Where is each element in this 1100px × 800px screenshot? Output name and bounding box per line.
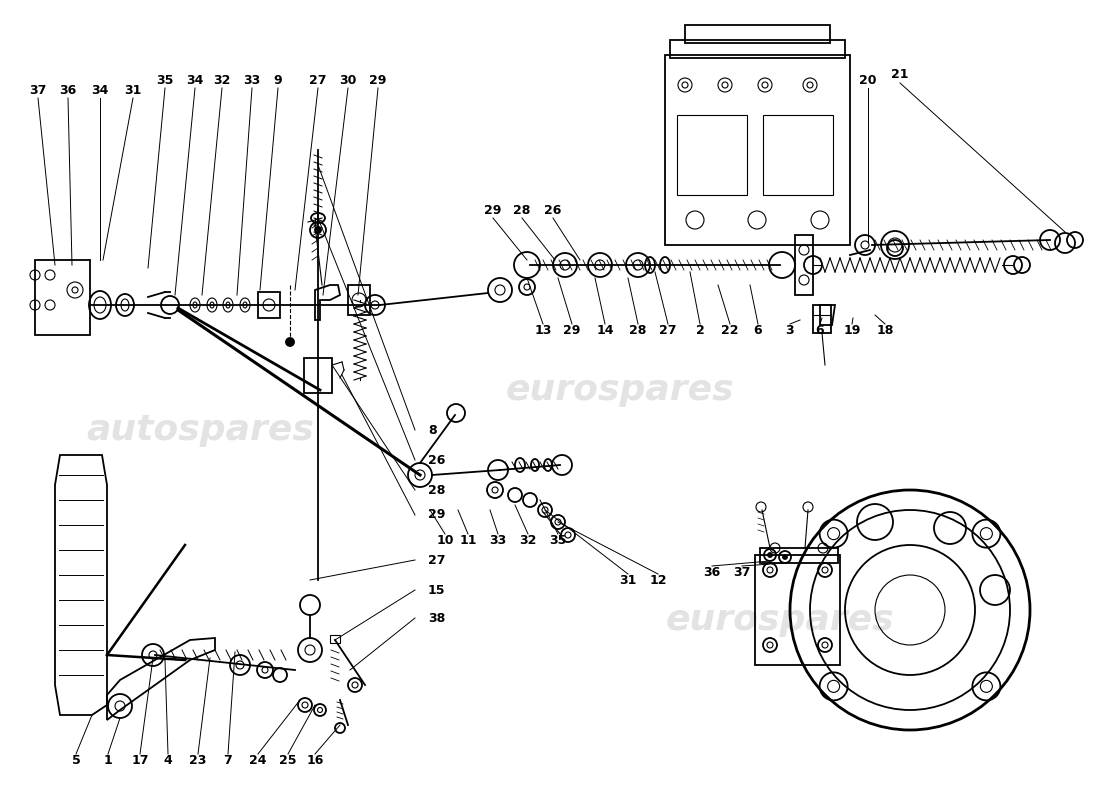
Text: 28: 28 [629,323,647,337]
Text: 8: 8 [428,423,437,437]
Bar [760,548,838,563]
Text: autospares: autospares [86,413,313,447]
Bar [258,292,280,318]
Circle shape [783,555,786,559]
Text: 31: 31 [124,83,142,97]
Bar [676,115,747,195]
Bar [670,40,845,58]
Text: 37: 37 [30,83,46,97]
Text: 5: 5 [72,754,80,766]
Text: 1: 1 [103,754,112,766]
Circle shape [768,553,772,557]
Text: 29: 29 [370,74,387,86]
Bar [795,235,813,295]
Text: 31: 31 [619,574,637,586]
Text: 20: 20 [859,74,877,86]
Text: 34: 34 [186,74,204,86]
Text: 9: 9 [274,74,283,86]
Text: 32: 32 [519,534,537,546]
Text: 33: 33 [243,74,261,86]
Text: 36: 36 [59,83,77,97]
Text: 37: 37 [734,566,750,578]
Text: eurospares: eurospares [506,373,735,407]
Text: 10: 10 [437,534,453,546]
Text: 12: 12 [649,574,667,586]
Text: 6: 6 [754,323,762,337]
Text: 4: 4 [164,754,173,766]
Text: 15: 15 [428,583,446,597]
Text: 36: 36 [703,566,720,578]
Text: 29: 29 [428,509,446,522]
Bar [813,305,830,333]
Bar [330,635,340,643]
Bar [763,115,833,195]
Text: eurospares: eurospares [666,603,894,637]
Text: 16: 16 [306,754,323,766]
Text: 13: 13 [535,323,552,337]
Text: 14: 14 [596,323,614,337]
Text: 28: 28 [514,203,530,217]
Text: 24: 24 [250,754,266,766]
Circle shape [286,338,294,346]
Text: 18: 18 [877,323,893,337]
Text: 27: 27 [309,74,327,86]
Bar [755,555,840,665]
Text: 34: 34 [91,83,109,97]
Text: 26: 26 [544,203,562,217]
Text: 29: 29 [563,323,581,337]
Bar [304,358,332,393]
Text: 22: 22 [722,323,739,337]
Text: 2: 2 [695,323,704,337]
Text: 27: 27 [428,554,446,566]
Text: 33: 33 [490,534,507,546]
Text: 17: 17 [131,754,149,766]
Text: 7: 7 [223,754,232,766]
Text: 35: 35 [156,74,174,86]
Text: 21: 21 [891,69,909,82]
Text: 27: 27 [659,323,676,337]
Bar [685,25,830,43]
Text: 23: 23 [189,754,207,766]
Circle shape [315,227,321,233]
Text: 3: 3 [785,323,794,337]
Text: 26: 26 [428,454,446,466]
Text: 30: 30 [339,74,356,86]
Text: 28: 28 [428,483,446,497]
Text: 19: 19 [844,323,860,337]
Bar [348,285,370,315]
Bar [35,260,90,335]
Text: 25: 25 [279,754,297,766]
Text: 38: 38 [428,611,446,625]
Text: 35: 35 [549,534,566,546]
Bar [666,55,850,245]
Text: 11: 11 [460,534,476,546]
Text: 32: 32 [213,74,231,86]
Text: 29: 29 [484,203,502,217]
Text: 6: 6 [816,323,824,337]
